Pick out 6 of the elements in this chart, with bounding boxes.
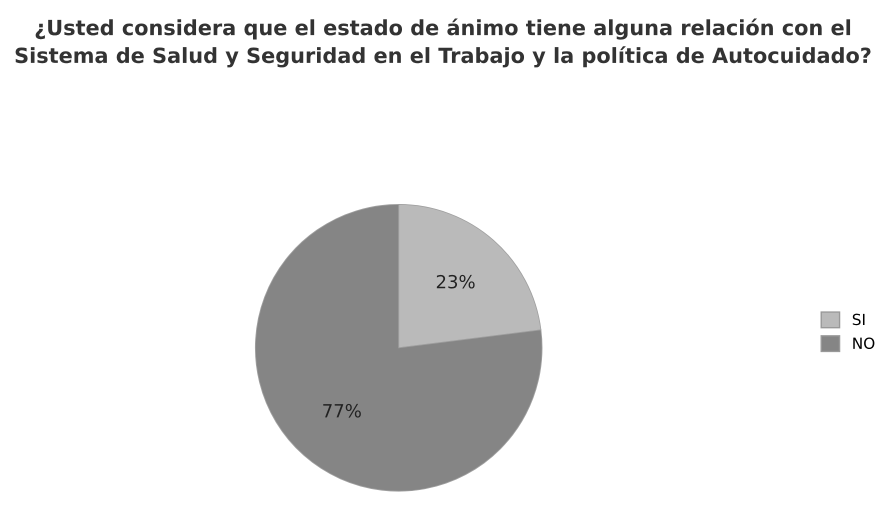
chart-title: ¿Usted considera que el estado de ánimo tiene alguna relación con el Sistema de Salud y Seguridad en el Trabajo y la política de Autocuidado? bbox=[16, 18, 871, 68]
data-label: 77% bbox=[323, 404, 361, 418]
data-label: 23% bbox=[436, 274, 475, 289]
pie-slice bbox=[254, 204, 542, 492]
legend-label: SI bbox=[852, 314, 864, 326]
legend-label: NO bbox=[853, 337, 874, 350]
